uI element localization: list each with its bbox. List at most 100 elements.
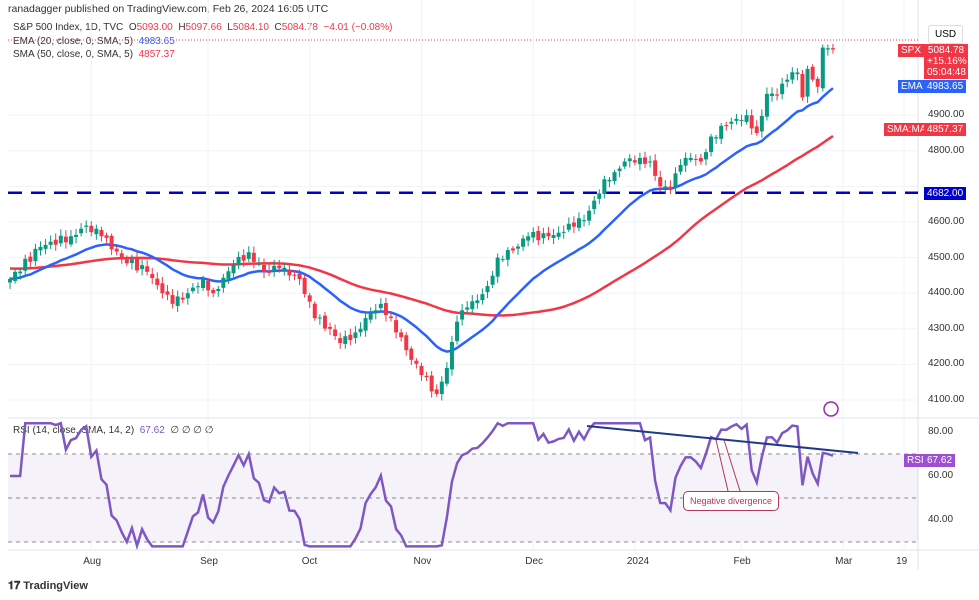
candle bbox=[470, 301, 475, 310]
candle bbox=[53, 239, 58, 245]
candle bbox=[800, 73, 805, 98]
candle bbox=[597, 193, 602, 199]
candle bbox=[475, 300, 480, 304]
time-tick-label: Sep bbox=[200, 556, 218, 567]
candle bbox=[267, 270, 272, 273]
candle bbox=[592, 200, 597, 209]
rsi-price-tag: 67.62 bbox=[924, 454, 956, 467]
candle bbox=[505, 250, 510, 260]
low-value: 5084.10 bbox=[232, 22, 269, 33]
candle bbox=[449, 342, 454, 370]
rsi-tick-label: 40.00 bbox=[928, 514, 954, 525]
candle bbox=[541, 233, 546, 239]
candle bbox=[749, 115, 754, 129]
candle bbox=[63, 236, 68, 243]
candle bbox=[206, 280, 211, 291]
candle bbox=[790, 72, 795, 80]
time-tick-label: Nov bbox=[413, 556, 432, 567]
candle bbox=[383, 303, 388, 316]
candle bbox=[282, 267, 287, 271]
candle bbox=[439, 381, 444, 395]
currency-button[interactable]: USD bbox=[928, 25, 964, 44]
candle bbox=[587, 210, 592, 221]
candle bbox=[18, 271, 23, 274]
candle bbox=[373, 310, 378, 313]
candle bbox=[409, 348, 414, 360]
candle bbox=[561, 231, 566, 233]
sma-label: SMA (50, close, 0, SMA, 5) bbox=[13, 49, 134, 60]
symbol-legend: S&P 500 Index, 1D, TVC O5093.00 H5097.66… bbox=[13, 22, 392, 33]
candle bbox=[38, 246, 43, 251]
lightning-icon bbox=[823, 401, 839, 417]
candle bbox=[68, 236, 73, 245]
candle bbox=[343, 336, 348, 344]
candle bbox=[729, 121, 734, 124]
candle bbox=[58, 235, 63, 244]
candle bbox=[465, 307, 470, 310]
candle bbox=[94, 228, 99, 235]
candle bbox=[536, 230, 541, 241]
candle bbox=[627, 158, 632, 162]
candle bbox=[348, 334, 353, 341]
candle bbox=[663, 186, 668, 189]
candle bbox=[643, 157, 647, 164]
spx-price: 5084.78 bbox=[927, 45, 965, 56]
candle bbox=[389, 316, 393, 319]
candle bbox=[795, 72, 800, 75]
candle bbox=[140, 265, 145, 270]
candle bbox=[302, 277, 307, 294]
candle bbox=[815, 78, 820, 87]
candle bbox=[48, 241, 53, 245]
candle bbox=[338, 338, 343, 344]
candle bbox=[89, 225, 94, 233]
sma-legend[interactable]: SMA (50, close, 0, SMA, 5) 4857.37 bbox=[13, 49, 175, 60]
candle bbox=[770, 93, 774, 96]
candle bbox=[724, 125, 729, 127]
close-value: 5084.78 bbox=[281, 22, 318, 33]
candle bbox=[185, 293, 190, 299]
candle bbox=[399, 332, 404, 338]
close-label: C bbox=[274, 22, 282, 33]
spx-pct: +15.16% bbox=[927, 56, 967, 67]
ema-legend[interactable]: EMA (20, close, 0, SMA, 5) 4983.65 bbox=[13, 36, 175, 47]
candle bbox=[292, 274, 297, 276]
candle bbox=[358, 328, 363, 333]
candle bbox=[734, 118, 739, 121]
candle bbox=[317, 317, 322, 319]
candle bbox=[546, 232, 551, 237]
candle bbox=[688, 157, 693, 161]
sma-tag: SMA:MA bbox=[884, 123, 930, 136]
candle bbox=[780, 83, 785, 95]
candle bbox=[262, 264, 266, 272]
ema-20-line bbox=[9, 87, 834, 353]
tradingview-logo[interactable]: 𝟏𝟕 TradingView bbox=[8, 580, 88, 593]
candle bbox=[272, 265, 277, 271]
ema-value: 4983.65 bbox=[138, 36, 175, 47]
candle bbox=[155, 278, 160, 286]
candle bbox=[531, 231, 536, 238]
ema-tag: EMA bbox=[898, 80, 926, 93]
rsi-legend[interactable]: RSI (14, close, SMA, 14, 2) 67.62 ∅ ∅ ∅ … bbox=[13, 425, 214, 436]
candle bbox=[180, 297, 185, 300]
candle bbox=[170, 295, 175, 304]
candle bbox=[8, 278, 12, 283]
candle bbox=[582, 220, 587, 222]
candle bbox=[211, 289, 216, 294]
candle bbox=[825, 48, 830, 50]
time-tick-label: Dec bbox=[525, 556, 544, 567]
time-tick-label: 2024 bbox=[626, 556, 650, 567]
time-tick-label: 19 bbox=[896, 556, 908, 567]
candle bbox=[33, 248, 38, 262]
candle bbox=[165, 291, 170, 295]
candle bbox=[404, 335, 409, 351]
time-tick-label: Feb bbox=[733, 556, 751, 567]
candle bbox=[256, 263, 261, 265]
candle bbox=[805, 68, 810, 97]
open-value: 5093.00 bbox=[136, 22, 173, 33]
candle bbox=[810, 66, 815, 80]
candle bbox=[378, 303, 383, 309]
candle bbox=[632, 160, 637, 163]
candle bbox=[785, 79, 790, 82]
candle bbox=[363, 318, 368, 331]
